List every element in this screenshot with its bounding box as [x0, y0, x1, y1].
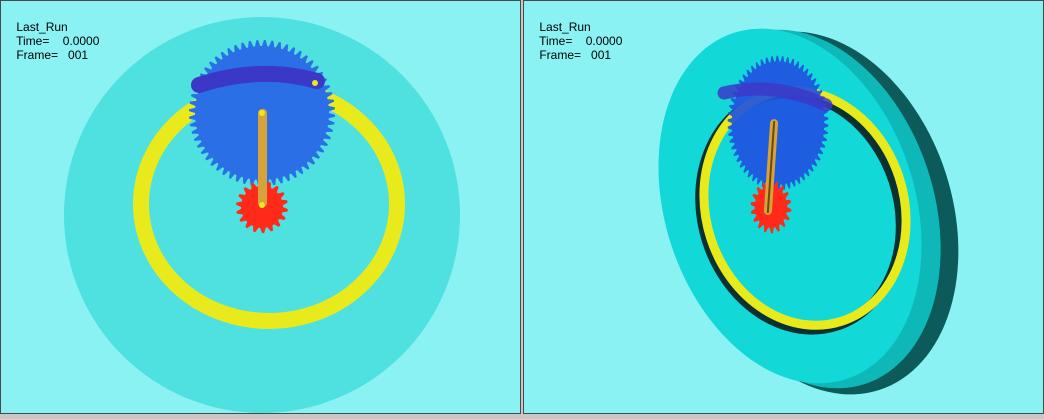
crank-arm: [258, 109, 267, 207]
frame-label: Frame= 001: [539, 48, 612, 62]
mechanism-scene-front: [64, 17, 460, 413]
time-value: 0.0000: [585, 34, 623, 48]
arm-bottom-pin: [259, 202, 265, 208]
run-name: Last_Run: [539, 20, 591, 34]
animation-viewport-iso[interactable]: Last_Run Time= 0.0000 Frame= 001: [523, 0, 1044, 414]
slot-pin: [312, 80, 318, 86]
arm-top-pin: [259, 110, 265, 116]
status-readout: Last_Run Time= 0.0000 Frame= 001: [3, 6, 119, 76]
time-label: Time= 0.0000: [539, 34, 623, 48]
run-name: Last_Run: [16, 20, 68, 34]
status-readout: Last_Run Time= 0.0000 Frame= 001: [526, 6, 642, 76]
frame-value: 001: [68, 48, 89, 62]
time-label: Time= 0.0000: [16, 34, 100, 48]
frame-label: Frame= 001: [16, 48, 89, 62]
crank-arm-shadow: [766, 121, 776, 213]
frame-value: 001: [591, 48, 612, 62]
curved-slot: [717, 82, 833, 112]
curved-slot: [191, 65, 325, 93]
time-value: 0.0000: [62, 34, 100, 48]
animation-viewport-front[interactable]: Last_Run Time= 0.0000 Frame= 001: [0, 0, 521, 414]
mechanism-scene-iso: [658, 28, 959, 395]
